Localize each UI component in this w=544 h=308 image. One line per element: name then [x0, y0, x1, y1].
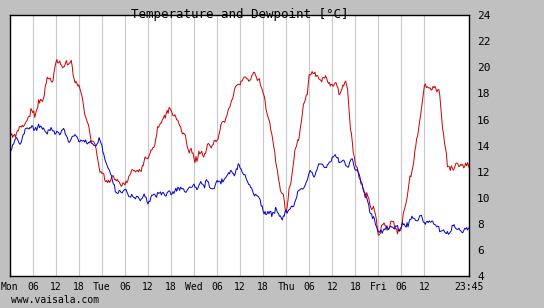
Text: www.vaisala.com: www.vaisala.com: [11, 295, 99, 305]
Text: Temperature and Dewpoint [°C]: Temperature and Dewpoint [°C]: [131, 8, 348, 21]
